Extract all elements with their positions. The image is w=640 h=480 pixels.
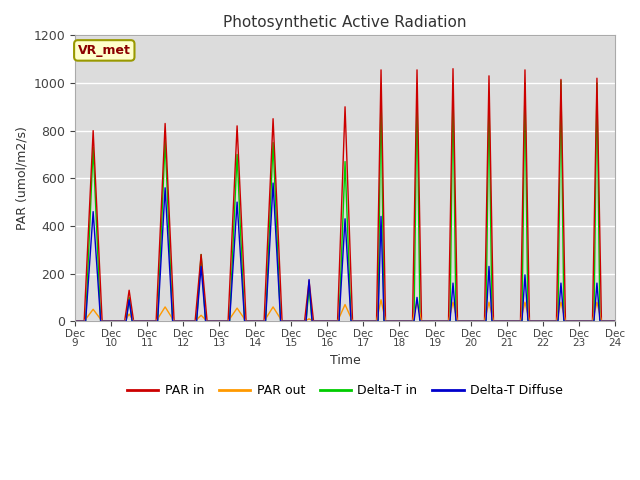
Delta-T in [71, 318, 79, 324]
Delta-T in [379, 202, 387, 207]
Delta-T Diffuse [380, 318, 388, 324]
PAR out [611, 318, 619, 324]
Legend: PAR in, PAR out, Delta-T in, Delta-T Diffuse: PAR in, PAR out, Delta-T in, Delta-T Dif… [122, 379, 568, 402]
PAR out [172, 318, 179, 324]
PAR out [547, 318, 554, 324]
Delta-T in [409, 318, 417, 324]
PAR out [398, 318, 406, 324]
Delta-T in [172, 318, 179, 324]
PAR in [71, 318, 79, 324]
Delta-T in [557, 78, 564, 84]
Delta-T Diffuse [410, 318, 418, 324]
Delta-T Diffuse [611, 318, 619, 324]
PAR in [611, 318, 619, 324]
Delta-T in [545, 318, 553, 324]
Delta-T Diffuse [172, 318, 179, 324]
Line: Delta-T in: Delta-T in [75, 81, 615, 321]
Text: VR_met: VR_met [78, 44, 131, 57]
PAR out [86, 311, 94, 316]
Line: Delta-T Diffuse: Delta-T Diffuse [75, 183, 615, 321]
PAR in [379, 151, 387, 156]
X-axis label: Time: Time [330, 354, 360, 367]
Delta-T Diffuse [547, 318, 554, 324]
Delta-T in [86, 214, 94, 220]
PAR in [409, 318, 417, 324]
Delta-T Diffuse [71, 318, 79, 324]
Delta-T Diffuse [398, 318, 406, 324]
Delta-T in [397, 318, 404, 324]
PAR in [86, 192, 94, 197]
PAR out [377, 297, 385, 303]
Delta-T in [611, 318, 619, 324]
Delta-T Diffuse [86, 252, 94, 258]
Title: Photosynthetic Active Radiation: Photosynthetic Active Radiation [223, 15, 467, 30]
PAR out [410, 312, 418, 318]
PAR out [71, 318, 79, 324]
Y-axis label: PAR (umol/m2/s): PAR (umol/m2/s) [15, 126, 28, 230]
PAR in [547, 318, 554, 324]
Delta-T Diffuse [269, 180, 277, 186]
PAR in [172, 318, 179, 324]
PAR in [449, 66, 457, 72]
PAR out [380, 311, 388, 317]
Line: PAR out: PAR out [75, 300, 615, 321]
Line: PAR in: PAR in [75, 69, 615, 321]
PAR in [397, 318, 404, 324]
